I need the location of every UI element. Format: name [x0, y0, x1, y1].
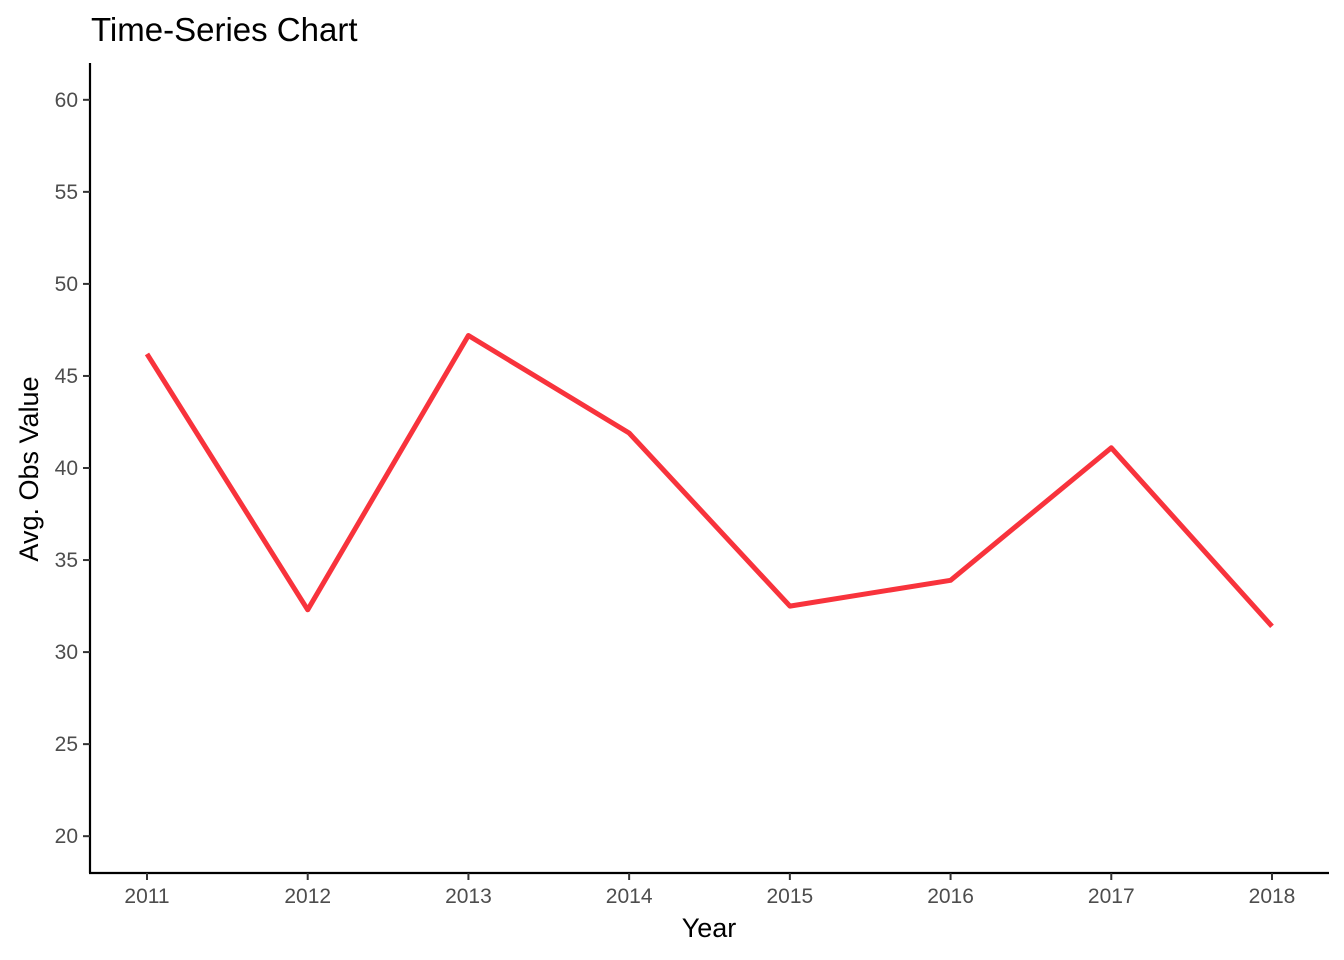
y-tick-label: 45: [55, 365, 78, 388]
y-tick-label: 20: [55, 825, 78, 848]
x-tick-label: 2013: [445, 885, 492, 908]
x-tick-label: 2011: [124, 885, 169, 908]
x-tick-label: 2018: [1249, 885, 1296, 908]
y-tick-label: 60: [55, 89, 78, 112]
y-tick-label: 35: [55, 549, 78, 572]
x-axis-title: Year: [682, 913, 737, 943]
x-tick-label: 2012: [284, 885, 331, 908]
series-line-0: [144, 333, 1274, 628]
y-tick-label: 50: [55, 273, 78, 296]
series-layer: [144, 333, 1274, 628]
y-axis-title: Avg. Obs Value: [14, 376, 44, 561]
y-tick-label: 55: [55, 181, 78, 204]
x-axis-ticks: 2011 2012 2013 2014 2015 2016 2017 2018: [124, 873, 1295, 908]
x-tick-label: 2017: [1088, 885, 1135, 908]
y-tick-label: 40: [55, 457, 78, 480]
x-tick-label: 2015: [766, 885, 813, 908]
chart-title: Time-Series Chart: [91, 11, 358, 48]
x-tick-label: 2016: [927, 885, 974, 908]
y-tick-label: 25: [55, 733, 78, 756]
y-axis-ticks: 20 25 30 35 40 45 50 55 60: [55, 89, 90, 848]
y-tick-label: 30: [55, 641, 78, 664]
x-tick-label: 2014: [606, 885, 653, 908]
